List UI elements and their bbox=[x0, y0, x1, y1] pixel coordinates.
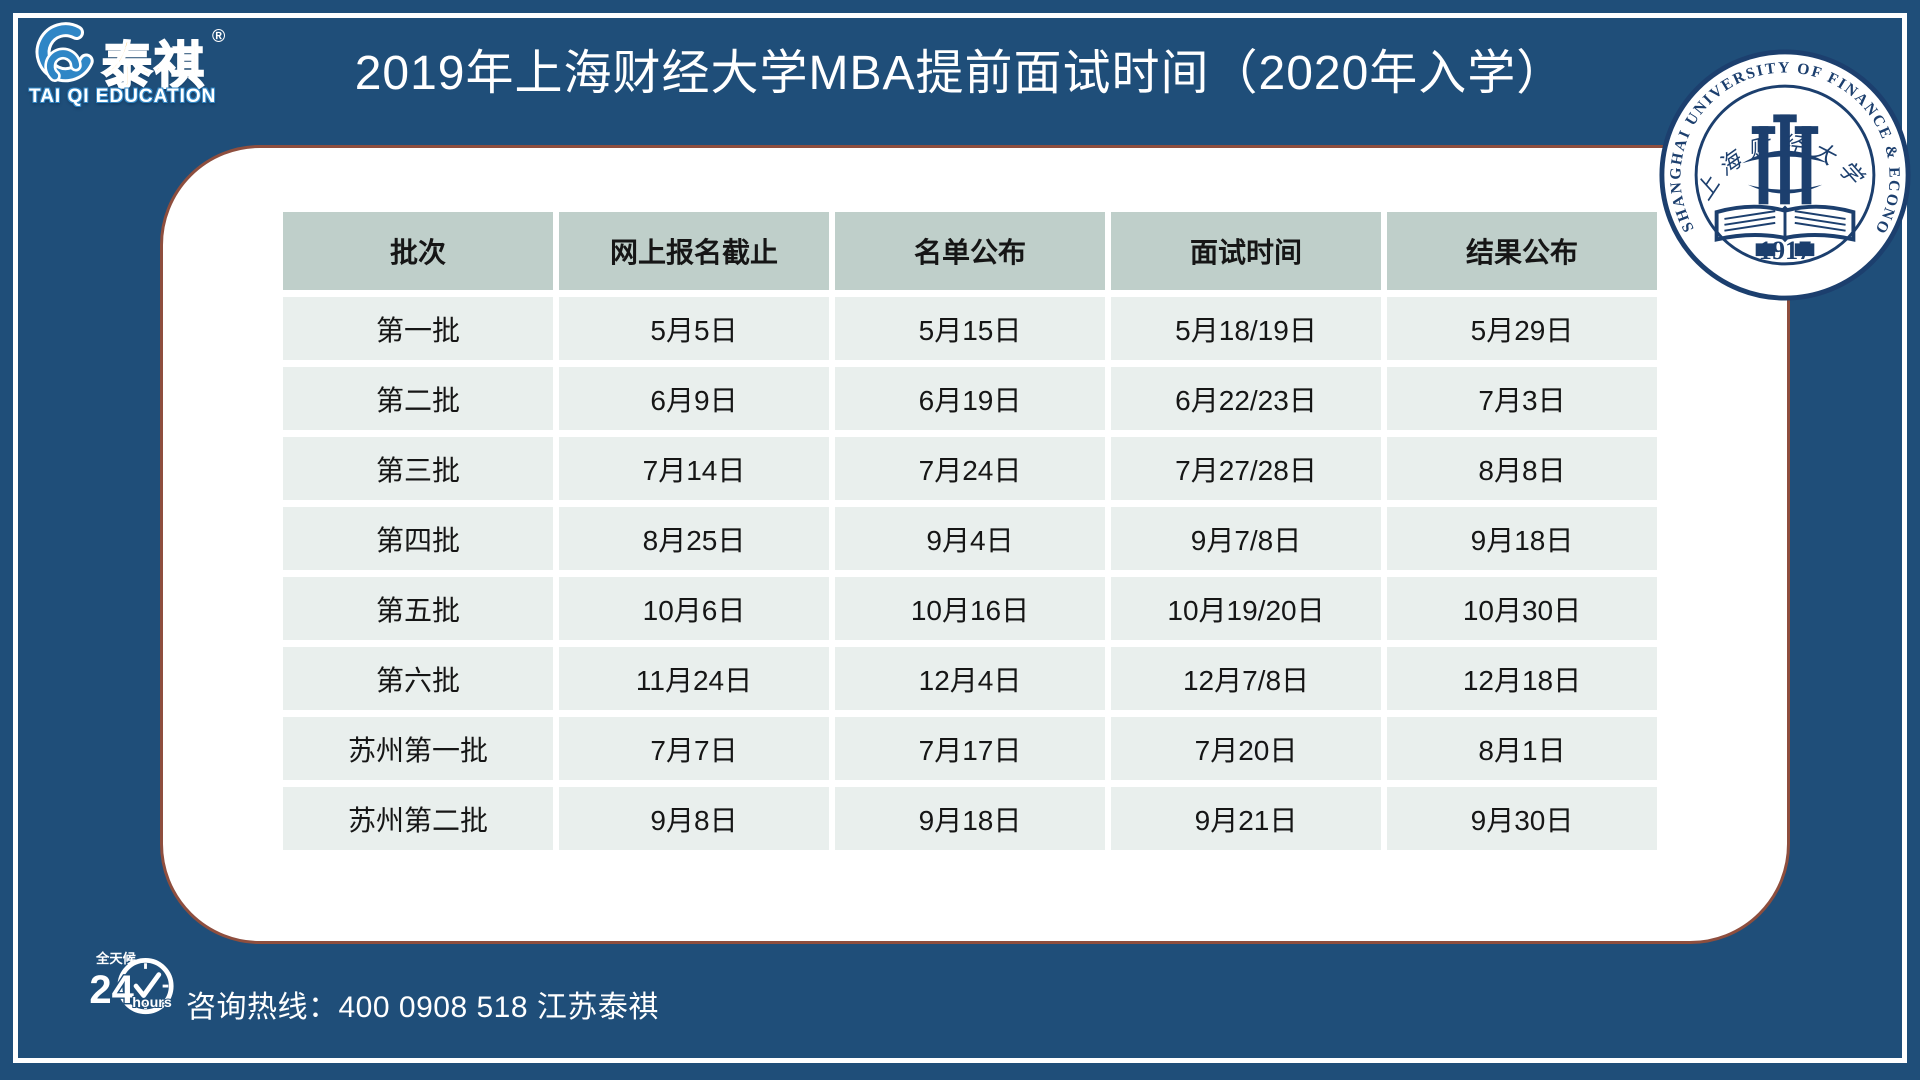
24-hours-icon: 全天候 24 hours bbox=[88, 950, 174, 1015]
table-cell: 8月1日 bbox=[1387, 717, 1657, 780]
table-cell: 10月19/20日 bbox=[1111, 577, 1381, 640]
table-cell: 9月8日 bbox=[559, 787, 829, 850]
table-cell: 12月7/8日 bbox=[1111, 647, 1381, 710]
table-cell: 7月14日 bbox=[559, 437, 829, 500]
taiqi-brand-en: TAI QI EDUCATION bbox=[29, 86, 217, 107]
table-cell: 8月25日 bbox=[559, 507, 829, 570]
table-cell: 5月15日 bbox=[835, 297, 1105, 360]
table-cell: 10月30日 bbox=[1387, 577, 1657, 640]
seal-year: 1917 bbox=[1759, 236, 1812, 265]
table-cell: 7月24日 bbox=[835, 437, 1105, 500]
table-cell: 7月7日 bbox=[559, 717, 829, 780]
header-cell: 面试时间 bbox=[1111, 212, 1381, 290]
table-cell: 7月17日 bbox=[835, 717, 1105, 780]
badge-top-label: 全天候 bbox=[95, 950, 137, 966]
table-cell: 12月18日 bbox=[1387, 647, 1657, 710]
table-cell: 12月4日 bbox=[835, 647, 1105, 710]
table-cell: 10月6日 bbox=[559, 577, 829, 640]
content-card: 批次 网上报名截止 名单公布 面试时间 结果公布第一批 5月5日 5月15日 5月18/19日… bbox=[160, 145, 1790, 944]
badge-unit: hours bbox=[132, 995, 172, 1011]
batch-cell: 苏州第二批 bbox=[283, 787, 553, 850]
table-cell: 9月7/8日 bbox=[1111, 507, 1381, 570]
table-cell: 6月9日 bbox=[559, 367, 829, 430]
header-cell: 网上报名截止 bbox=[559, 212, 829, 290]
table-cell: 9月18日 bbox=[1387, 507, 1657, 570]
table-cell: 11月24日 bbox=[559, 647, 829, 710]
taiqi-logo: 泰祺 ® TAI QI EDUCATION bbox=[26, 20, 256, 112]
seal-open-book bbox=[1714, 204, 1856, 243]
sufe-university-seal-icon: SHANGHAI UNIVERSITY OF FINANCE & ECONOMI… bbox=[1658, 48, 1911, 301]
table-cell: 10月16日 bbox=[835, 577, 1105, 640]
batch-cell: 第六批 bbox=[283, 647, 553, 710]
table-cell: 9月18日 bbox=[835, 787, 1105, 850]
table-cell: 5月18/19日 bbox=[1111, 297, 1381, 360]
table-cell: 7月20日 bbox=[1111, 717, 1381, 780]
schedule-table: 批次 网上报名截止 名单公布 面试时间 结果公布第一批 5月5日 5月15日 5月18/19日… bbox=[283, 212, 1657, 850]
header-cell: 名单公布 bbox=[835, 212, 1105, 290]
table-cell: 9月4日 bbox=[835, 507, 1105, 570]
page-title: 2019年上海财经大学MBA提前面试时间（2020年入学） bbox=[354, 47, 1566, 100]
batch-cell: 第四批 bbox=[283, 507, 553, 570]
taiqi-swirl-icon bbox=[35, 22, 94, 83]
table-cell: 7月27/28日 bbox=[1111, 437, 1381, 500]
batch-cell: 第一批 bbox=[283, 297, 553, 360]
hotline-text: 咨询热线：400 0908 518 江苏泰祺 bbox=[186, 991, 659, 1024]
header-cell: 结果公布 bbox=[1387, 212, 1657, 290]
table-cell: 6月19日 bbox=[835, 367, 1105, 430]
batch-cell: 第三批 bbox=[283, 437, 553, 500]
table-cell: 8月8日 bbox=[1387, 437, 1657, 500]
batch-cell: 第二批 bbox=[283, 367, 553, 430]
table-cell: 6月22/23日 bbox=[1111, 367, 1381, 430]
header-cell: 批次 bbox=[283, 212, 553, 290]
table-cell: 9月21日 bbox=[1111, 787, 1381, 850]
table-cell: 5月29日 bbox=[1387, 297, 1657, 360]
badge-number: 24 bbox=[89, 968, 133, 1012]
taiqi-brand-cn: 泰祺 bbox=[101, 37, 206, 95]
table-cell: 9月30日 bbox=[1387, 787, 1657, 850]
table-cell: 7月3日 bbox=[1387, 367, 1657, 430]
batch-cell: 苏州第一批 bbox=[283, 717, 553, 780]
seal-emblem bbox=[1742, 114, 1828, 257]
table-cell: 5月5日 bbox=[559, 297, 829, 360]
registered-mark: ® bbox=[212, 26, 226, 46]
batch-cell: 第五批 bbox=[283, 577, 553, 640]
